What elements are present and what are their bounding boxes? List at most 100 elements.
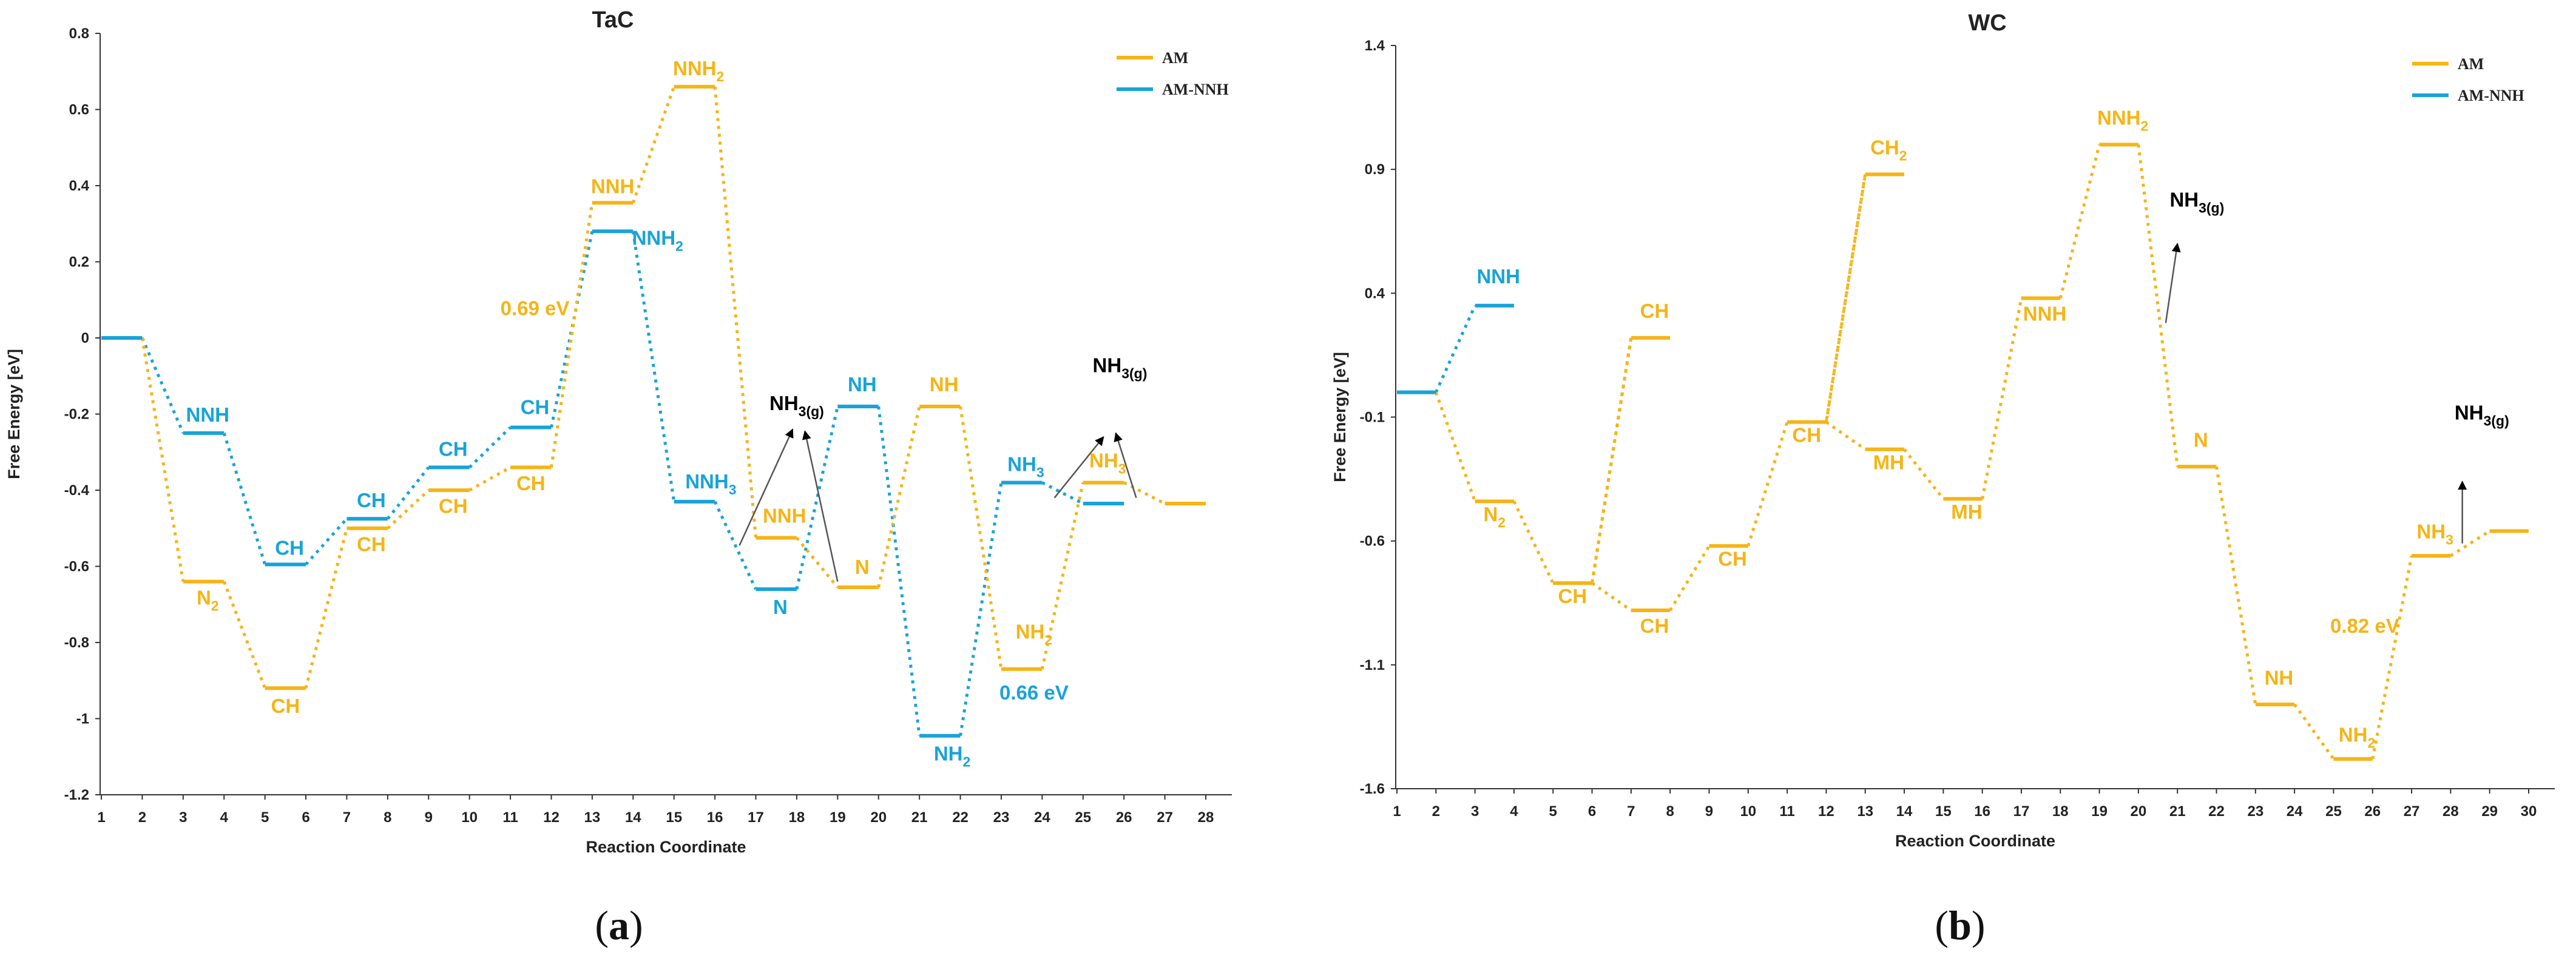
data-label: 0.66 eV (999, 681, 1069, 704)
y-tick-label: 0.6 (69, 102, 89, 118)
x-tick-label: 8 (1666, 803, 1674, 820)
x-tick-label: 20 (870, 809, 887, 826)
data-label: NH2 (1016, 621, 1052, 648)
x-tick-label: 29 (2481, 803, 2498, 820)
x-tick-label: 23 (2247, 803, 2263, 820)
series-connector-am (2371, 555, 2413, 760)
x-tick-label: 13 (1857, 803, 1873, 820)
y-axis-title: Free Energy [eV] (5, 349, 23, 479)
data-label: NNH2 (673, 57, 724, 84)
x-tick-label: 10 (1740, 803, 1756, 820)
x-tick-label: 27 (1157, 809, 1173, 826)
series-connector-am (2137, 144, 2179, 467)
series-connector-am (468, 466, 512, 492)
y-tick-label: -1.2 (64, 787, 89, 803)
x-tick-label: 2 (1432, 803, 1440, 820)
series-connector-am (2450, 530, 2491, 558)
x-tick-label: 7 (1627, 803, 1635, 820)
series-connector-am (1824, 174, 1867, 423)
data-label: N (2194, 429, 2208, 451)
data-label: NNH2 (632, 226, 683, 254)
y-tick-label: -0.4 (64, 482, 90, 499)
x-tick-label: 3 (179, 809, 187, 826)
data-label: NNH (2023, 302, 2067, 325)
series-connector-am (387, 489, 430, 530)
series-connector-am-nnh (141, 337, 185, 434)
y-tick-label: 0.4 (1365, 285, 1385, 302)
series-connector-am (1825, 420, 1867, 451)
data-label: NH3(g) (2169, 188, 2224, 215)
legend-label: AM (1162, 49, 1188, 67)
chart-title: TaC (592, 7, 634, 33)
series-connector-am (140, 337, 185, 582)
series-connector-am-nnh (1435, 305, 1476, 393)
x-tick-label: 26 (1116, 809, 1132, 826)
legend-label: AM (2458, 55, 2484, 73)
series-connector-am (1434, 391, 1476, 502)
series-connector-am-nnh (550, 231, 594, 428)
series-connector-am (2058, 144, 2101, 299)
desorption-arrow (739, 428, 794, 546)
x-tick-label: 4 (1510, 803, 1518, 820)
series-connector-am (1824, 174, 1867, 423)
x-tick-label: 28 (1198, 809, 1214, 826)
data-label: MH (1951, 501, 1982, 523)
x-tick-label: 1 (1393, 803, 1401, 820)
data-label: N2 (197, 586, 219, 613)
x-tick-label: 11 (1779, 803, 1794, 820)
data-label: CH (357, 533, 386, 555)
x-tick-label: 6 (1588, 803, 1596, 820)
data-label: CH2 (1870, 137, 1907, 164)
chart-panel-tac: TaC Free Energy [eV] Reaction Coordinate 0.… (5, 7, 1232, 948)
series-connector-am (1591, 582, 1632, 612)
subfigure-label: (b) (1935, 902, 1985, 948)
x-axis-title: Reaction Coordinate (1895, 832, 2055, 850)
data-label: NNH (186, 403, 230, 426)
data-label: CH (516, 472, 546, 494)
data-label: N2 (1483, 503, 1506, 530)
x-tick-label: 9 (1705, 803, 1713, 820)
data-label: CH (521, 396, 550, 419)
data-label: NH3(g) (769, 392, 824, 419)
x-tick-label: 18 (2052, 803, 2069, 820)
x-tick-label: 8 (384, 809, 391, 826)
data-label: CH (357, 489, 386, 511)
data-label: CH (275, 537, 304, 559)
x-tick-label: 27 (2404, 803, 2420, 820)
data-label: CH (1640, 300, 1669, 322)
y-tick-label: 0.9 (1365, 161, 1385, 178)
y-tick-label: 0.8 (69, 25, 89, 42)
series-connector-am-nnh (222, 433, 267, 565)
series-connector-am-nnh (386, 466, 430, 520)
series-connector-am (1669, 545, 1711, 612)
x-tick-label: 22 (952, 809, 969, 826)
data-label: MH (1873, 451, 1904, 473)
x-tick-label: 15 (1935, 803, 1952, 820)
y-tick-label: -0.6 (64, 559, 89, 575)
data-label: NH3 (2416, 521, 2453, 548)
x-tick-label: 11 (502, 809, 518, 826)
data-label: NNH2 (2097, 107, 2148, 134)
x-tick-label: 28 (2442, 803, 2459, 820)
x-tick-label: 17 (2013, 803, 2030, 820)
data-label: CH (439, 438, 468, 460)
x-tick-label: 14 (625, 809, 641, 826)
data-label: NH (848, 373, 877, 396)
y-tick-label: 0 (81, 330, 89, 346)
series-connector-am (877, 406, 921, 588)
y-tick-label: -1.1 (1360, 657, 1385, 673)
x-tick-label: 14 (1896, 803, 1913, 820)
data-label: N (855, 556, 870, 578)
data-label: CH (1640, 615, 1669, 637)
data-label: CH (1718, 548, 1747, 570)
x-tick-label: 21 (2169, 803, 2186, 820)
data-label: NH3(g) (1093, 354, 1148, 381)
x-tick-label: 19 (830, 809, 846, 826)
y-tick-label: -0.6 (1360, 533, 1385, 550)
x-tick-label: 5 (261, 809, 269, 826)
data-label: NH (2265, 667, 2294, 689)
series-connector-am-nnh (631, 231, 676, 502)
x-tick-label: 5 (1549, 803, 1557, 820)
series-connector-am (1981, 298, 2023, 499)
x-tick-label: 16 (707, 809, 723, 826)
